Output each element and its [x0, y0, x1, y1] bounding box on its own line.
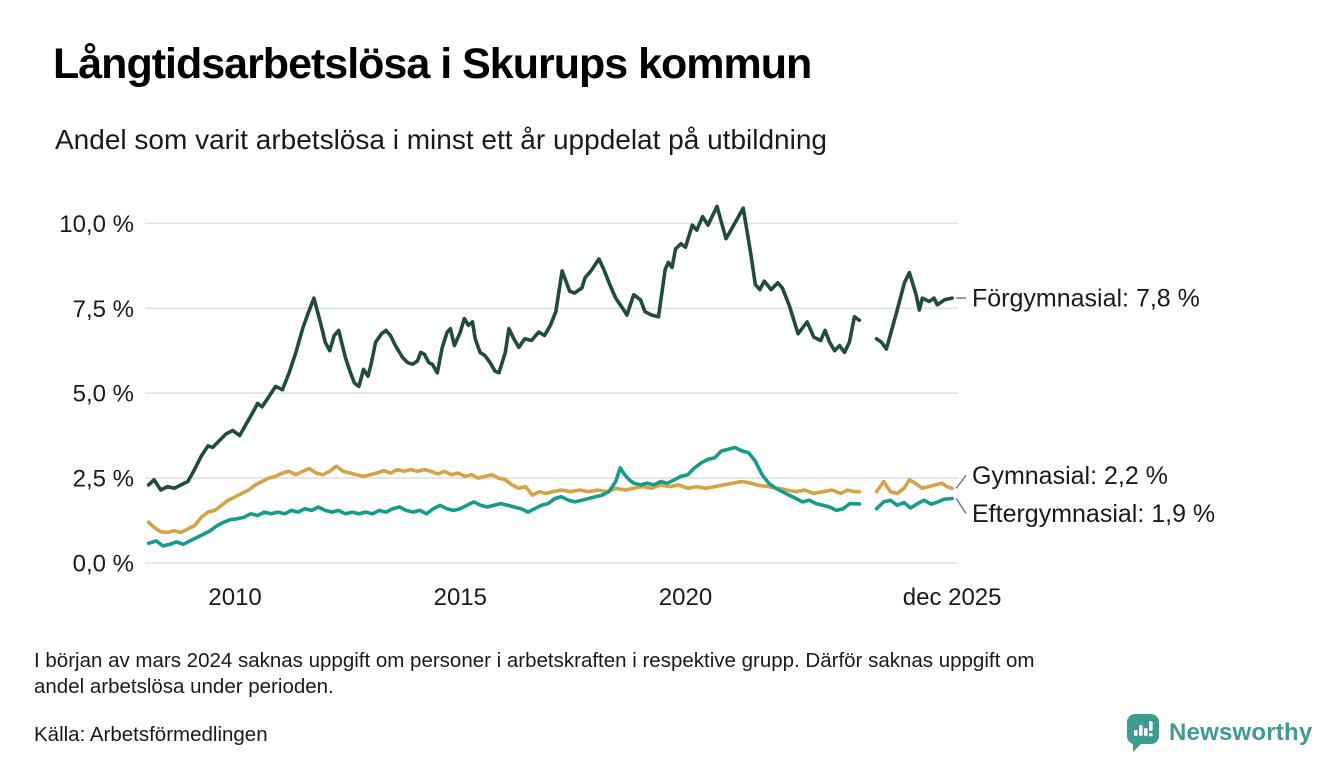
label-connector-gymnasial [955, 474, 967, 489]
source-text: Källa: Arbetsförmedlingen [34, 723, 268, 746]
footnote-line-2: andel arbetslösa under perioden. [34, 675, 334, 698]
footnote: I början av mars 2024 saknas uppgift om … [34, 648, 1034, 700]
page-title: Långtidsarbetslösa i Skurups kommun [53, 40, 812, 88]
series-end-label-gymnasial: Gymnasial: 2,2 % [972, 462, 1168, 490]
series-end-label-eftergymnasial: Eftergymnasial: 1,9 % [972, 500, 1215, 528]
series-line-forgymnasial [146, 204, 954, 492]
y-tick-label: 7,5 % [73, 296, 134, 323]
x-tick-label: dec 2025 [903, 584, 1002, 611]
newsworthy-wordmark: Newsworthy [1169, 719, 1313, 746]
page-subtitle: Andel som varit arbetslösa i minst ett å… [55, 124, 827, 155]
x-tick-label: 2015 [434, 584, 487, 611]
series-line-gymnasial [146, 464, 954, 535]
y-tick-label: 0,0 % [73, 551, 134, 578]
series-end-label-forgymnasial: Förgymnasial: 7,8 % [972, 285, 1200, 313]
footnote-line-1: I början av mars 2024 saknas uppgift om … [34, 649, 1035, 672]
x-tick-label: 2020 [659, 584, 712, 611]
newsworthy-chart-bubble-icon [1127, 714, 1159, 752]
series-line-eftergymnasial [146, 445, 954, 548]
label-connector-eftergymnasial [955, 498, 967, 514]
y-tick-label: 10,0 % [59, 211, 134, 238]
x-tick-label: 2010 [208, 584, 261, 611]
newsworthy-logo[interactable]: Newsworthy [1126, 713, 1312, 753]
y-tick-label: 2,5 % [73, 466, 134, 493]
y-tick-label: 5,0 % [73, 381, 134, 408]
